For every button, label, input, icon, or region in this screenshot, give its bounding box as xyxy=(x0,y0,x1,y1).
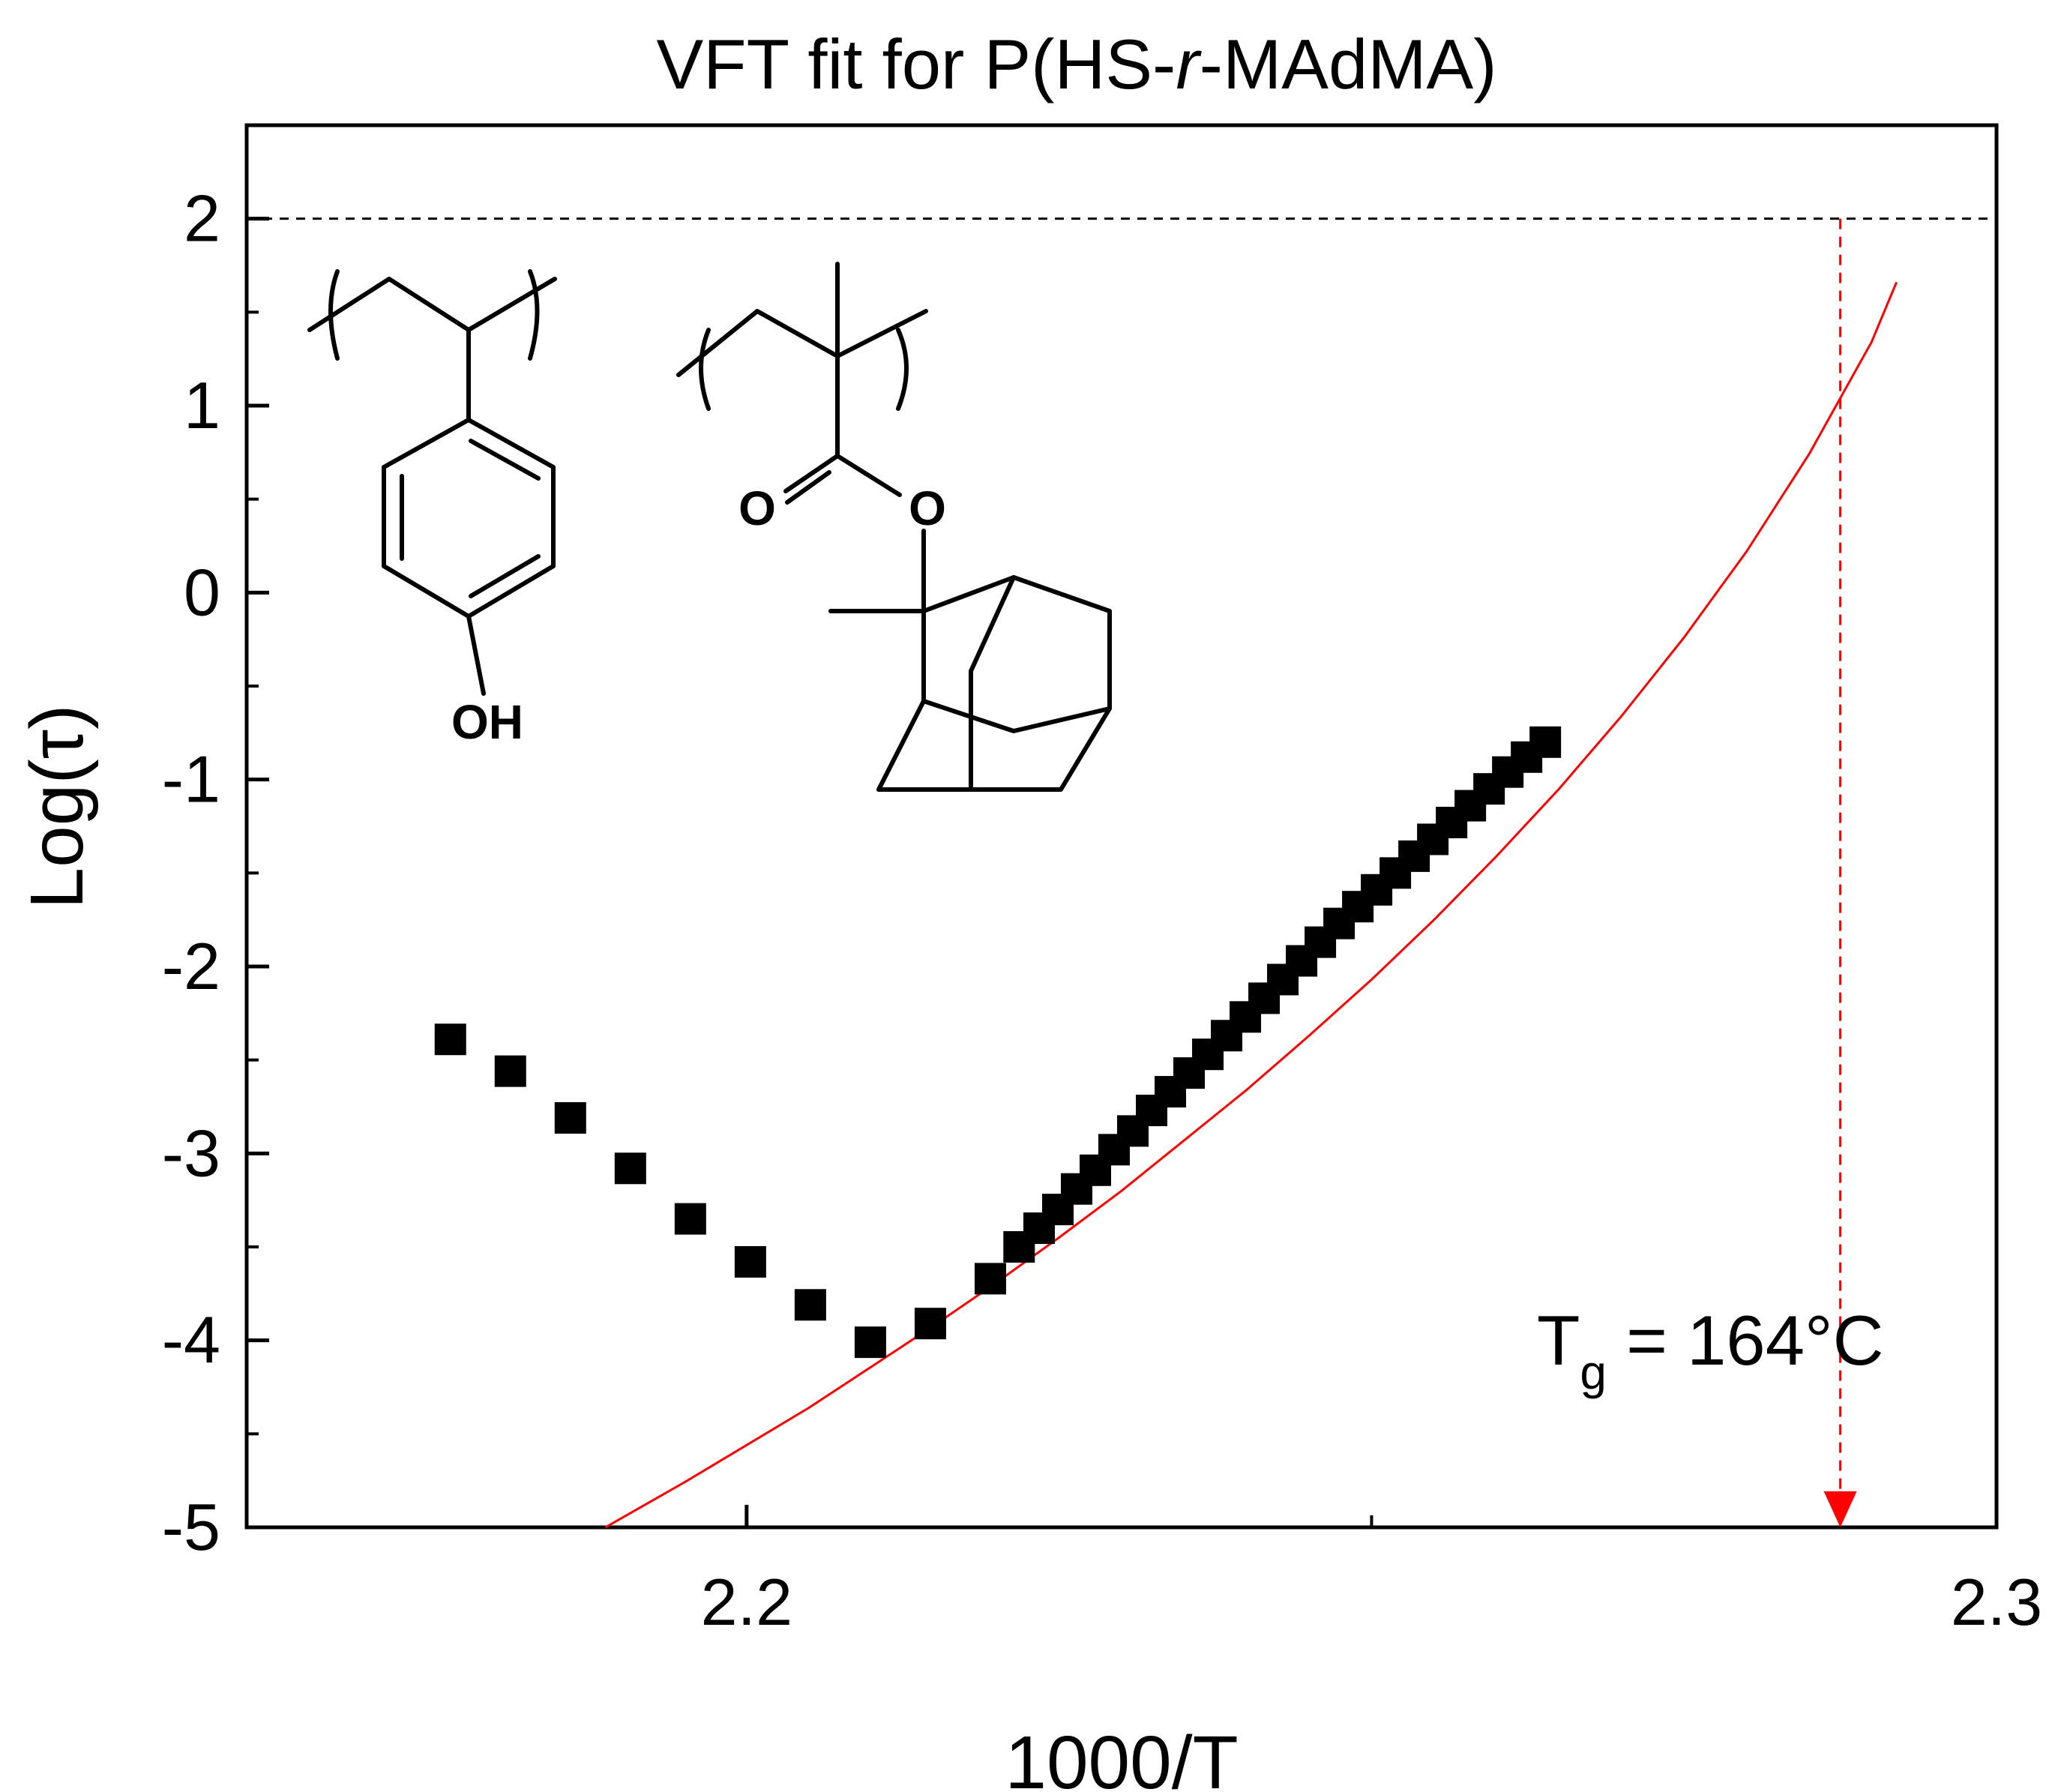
hs-hydroxyl-bond xyxy=(466,614,486,696)
y-tick-label: -4 xyxy=(162,1303,220,1377)
plot-frame xyxy=(244,123,1999,1530)
y-axis-label: Log(τ) xyxy=(15,705,99,909)
data-point xyxy=(614,1152,646,1185)
madma-left-bracket xyxy=(699,328,711,411)
ester-oxygen-label: O xyxy=(909,481,946,535)
hs-right-bracket xyxy=(528,269,540,361)
y-tick-label: -2 xyxy=(162,929,220,1003)
x-tick-label: 2.3 xyxy=(1951,1565,2042,1639)
carbonyl-oxygen-label: O xyxy=(738,481,776,535)
tg-annotation-main: T xyxy=(1537,1301,1580,1380)
title-part-1: VFT fit for P(HS- xyxy=(656,25,1176,103)
data-points xyxy=(434,726,1562,1359)
tg-annotation-sub: g xyxy=(1580,1345,1607,1399)
axis-ticks xyxy=(247,124,1999,1530)
y-tick-label: 1 xyxy=(184,368,220,442)
madma-cage-b xyxy=(876,609,926,792)
y-tick-label: 2 xyxy=(184,181,220,256)
madma-structure xyxy=(676,262,1112,792)
data-point xyxy=(914,1308,946,1340)
madma-c-o-double-b xyxy=(785,470,831,505)
data-point xyxy=(434,1023,466,1056)
hydroxyl-label: OH xyxy=(451,695,523,749)
y-tick-label: -3 xyxy=(162,1116,220,1190)
madma-c-o-double-a xyxy=(783,454,840,493)
madma-cage-c xyxy=(921,699,1112,733)
hs-ring-double-2 xyxy=(469,554,541,598)
tg-annotation-rest: = 164°C xyxy=(1607,1301,1883,1380)
hs-left-bracket xyxy=(328,269,340,361)
title-part-2-italic: r xyxy=(1176,25,1202,103)
vft-fit-curve xyxy=(604,281,1898,1529)
hs-backbone xyxy=(307,277,557,332)
data-point xyxy=(1529,726,1562,758)
hydroxystyrene-structure xyxy=(307,269,557,696)
y-tick-label: -5 xyxy=(162,1490,220,1564)
data-point xyxy=(854,1326,886,1359)
hs-benzene-ring xyxy=(382,418,556,619)
y-tick-label: -1 xyxy=(162,742,220,817)
hs-ring-double-1 xyxy=(469,439,541,481)
tg-annotation: Tg = 164°C xyxy=(1537,1301,1883,1399)
madma-ester-bond xyxy=(835,454,902,497)
data-point xyxy=(674,1203,706,1235)
data-point xyxy=(554,1101,586,1134)
y-tick-label: 0 xyxy=(184,555,220,629)
axis-tick-labels: -5 -4 -3 -2 -1 0 1 2 2.2 2.3 xyxy=(162,181,2042,1639)
title-part-3: -MAdMA) xyxy=(1200,25,1497,103)
madma-cage-d xyxy=(969,575,1016,792)
x-axis-label: 1000/T xyxy=(1005,1721,1238,1792)
data-point xyxy=(734,1245,766,1278)
x-tick-label: 2.2 xyxy=(701,1565,792,1639)
data-point xyxy=(974,1263,1006,1295)
data-point xyxy=(794,1289,826,1321)
tg-arrow-head xyxy=(1823,1491,1857,1527)
chart-title: VFT fit for P(HS-r-MAdMA) xyxy=(656,25,1496,103)
data-point xyxy=(494,1055,526,1087)
madma-backbone xyxy=(676,309,928,377)
madma-right-bracket xyxy=(896,328,909,411)
